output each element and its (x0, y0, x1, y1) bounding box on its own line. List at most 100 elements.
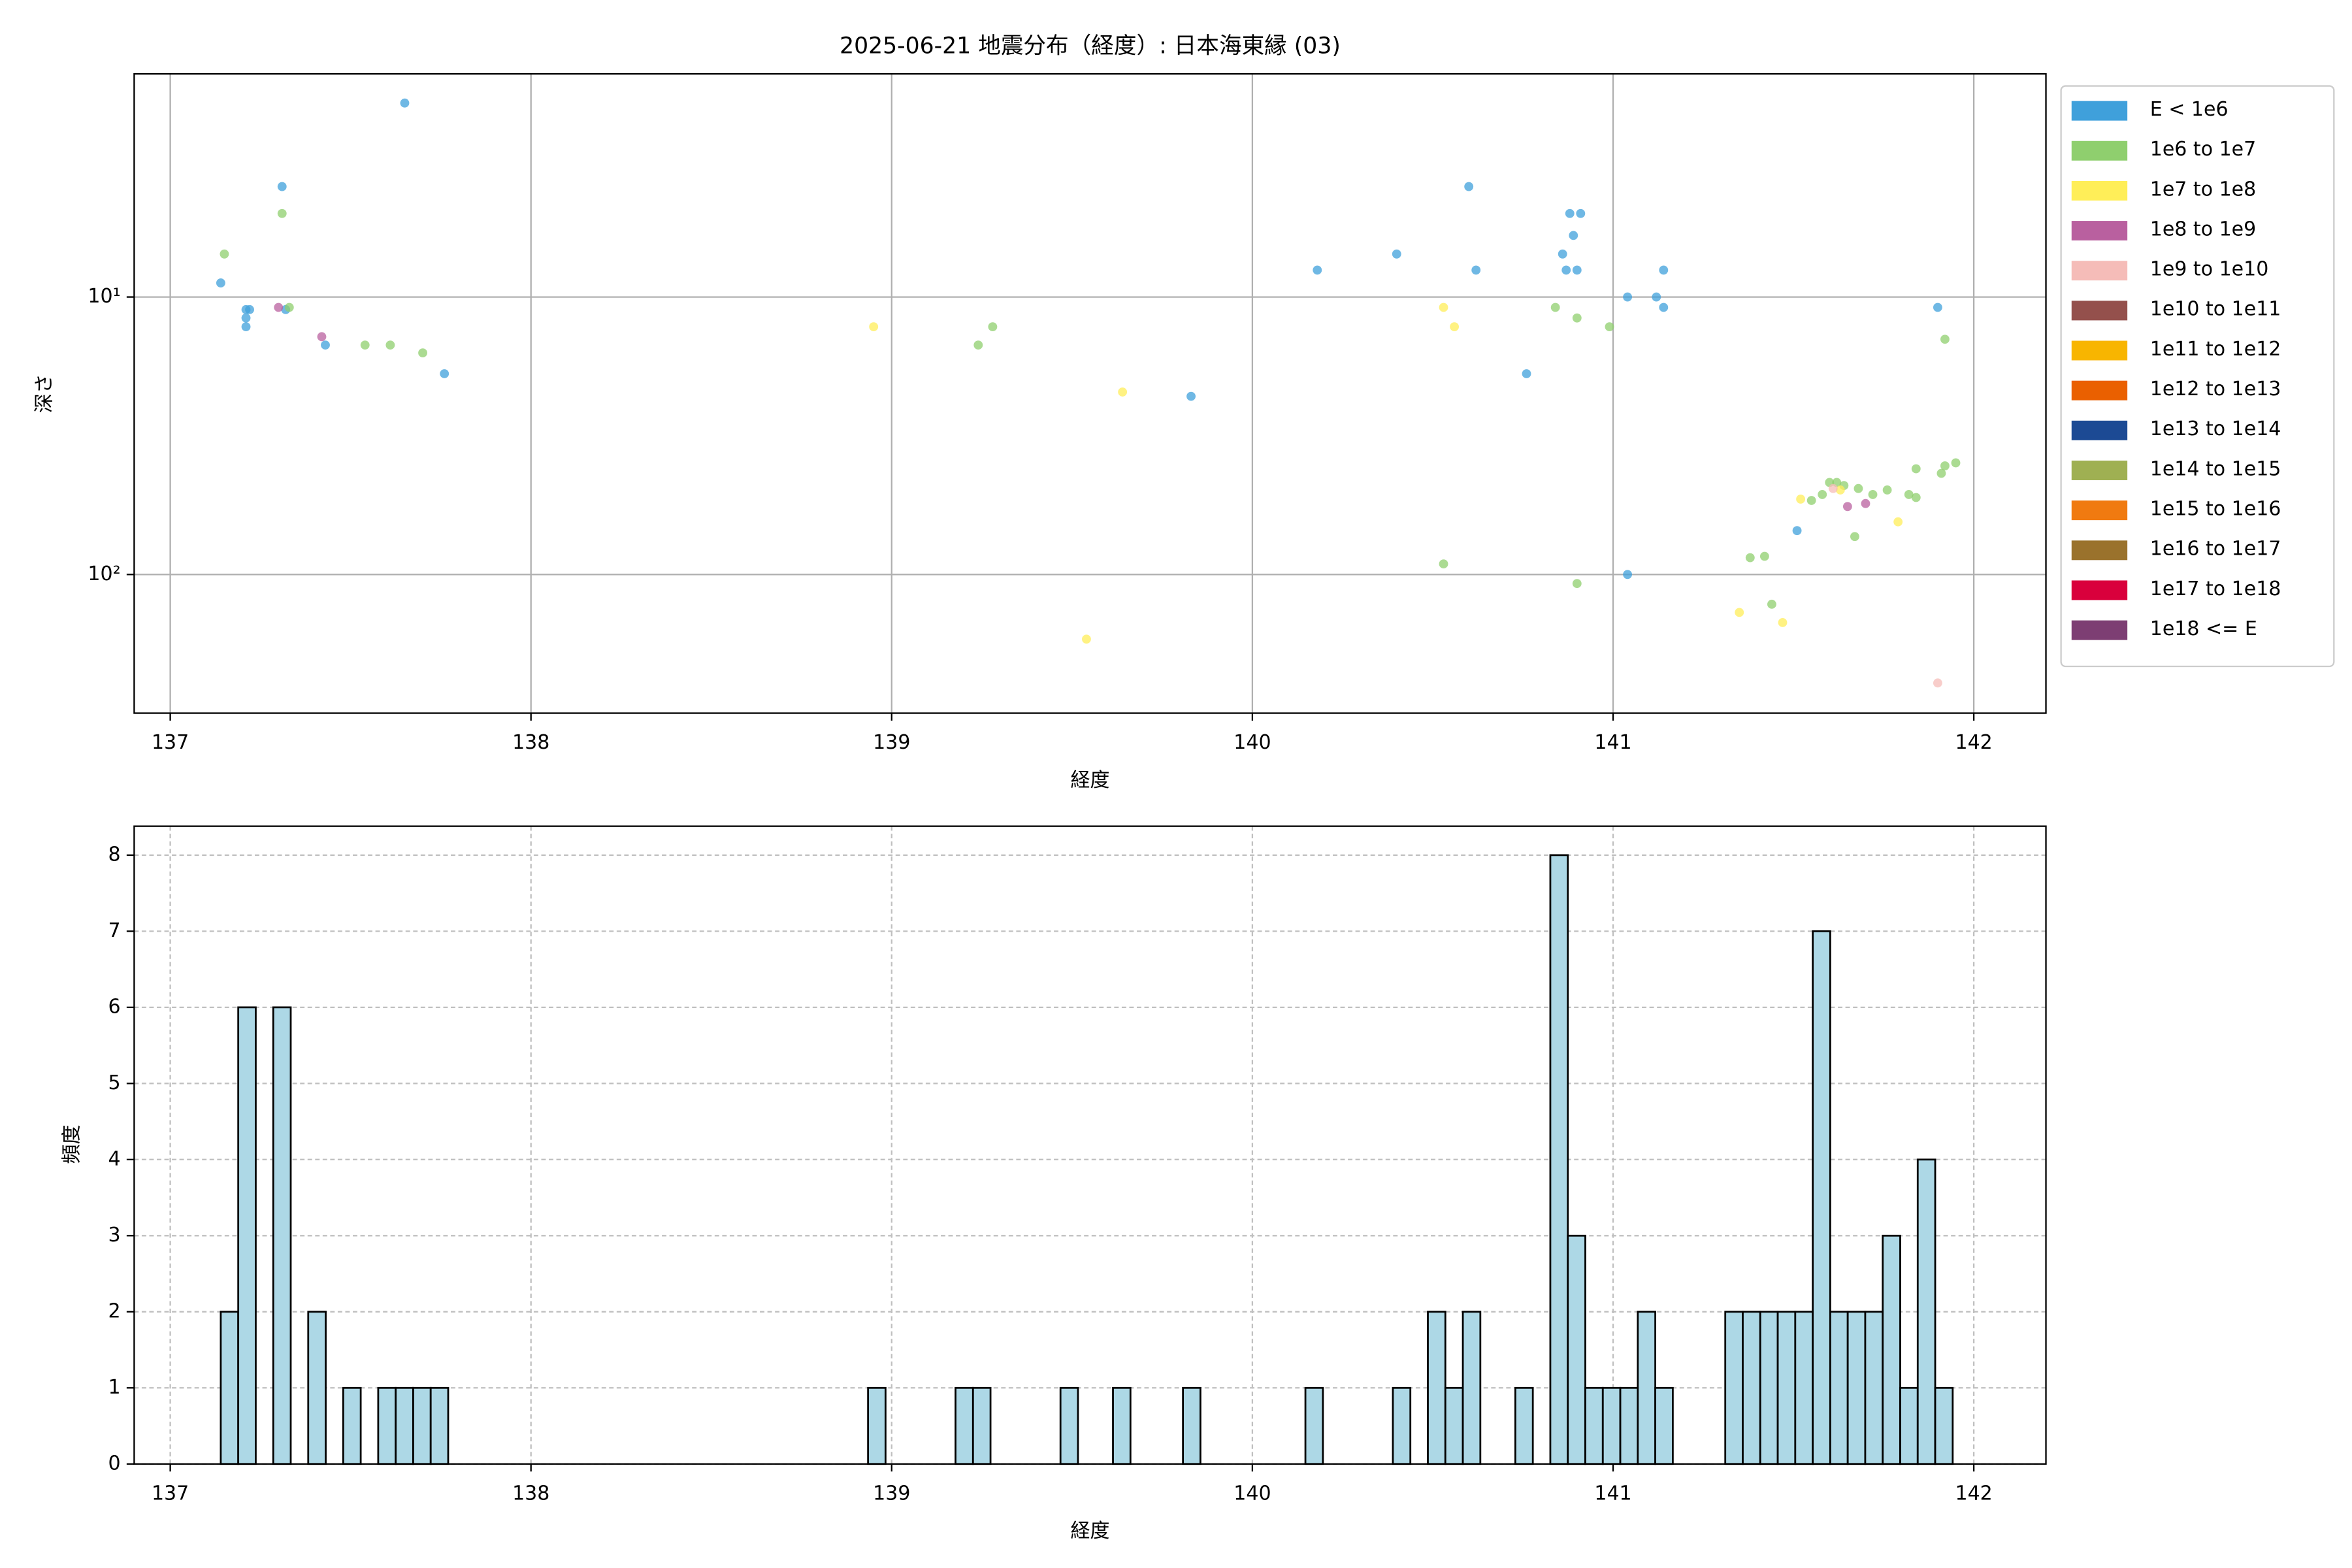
bar (1846, 1311, 1867, 1465)
legend-label: 1e6 to 1e7 (2150, 138, 2256, 161)
bar (1427, 1311, 1446, 1465)
x-tick-label: 142 (1955, 1482, 1992, 1505)
point (1904, 489, 1914, 499)
point (220, 249, 229, 259)
y-tick-label: 3 (108, 1224, 121, 1247)
point (1572, 579, 1582, 589)
bar (220, 1311, 240, 1465)
bar (1742, 1311, 1761, 1465)
point (1951, 458, 1961, 468)
legend-swatch (2071, 261, 2128, 281)
point (1778, 617, 1788, 627)
point (1576, 208, 1586, 218)
x-axis-label: 経度 (1070, 769, 1109, 792)
legend-label: 1e9 to 1e10 (2150, 258, 2269, 281)
x-tick-label: 137 (152, 1482, 189, 1505)
point (400, 98, 410, 108)
bar (412, 1386, 432, 1465)
y-axis-label: 頻度 (60, 1125, 83, 1164)
point (1911, 493, 1921, 502)
point (1659, 265, 1669, 275)
x-tick-label: 138 (512, 731, 549, 754)
bar (972, 1386, 992, 1465)
y-tick-label: 5 (108, 1071, 121, 1094)
bar (1882, 1234, 1901, 1465)
y-tick-label: 10¹ (88, 285, 120, 308)
point (973, 340, 983, 350)
legend-swatch (2071, 301, 2128, 321)
bar (1916, 1158, 1936, 1465)
point (1818, 489, 1827, 499)
point (1759, 551, 1769, 561)
point (1623, 292, 1633, 302)
legend-label: 1e12 to 1e13 (2150, 378, 2281, 400)
bar (1584, 1386, 1604, 1465)
plot-frame (133, 73, 2047, 714)
point (1082, 634, 1091, 644)
bar (1059, 1386, 1079, 1465)
point (1850, 532, 1859, 542)
bar (1514, 1386, 1534, 1465)
bar (1444, 1386, 1464, 1465)
point (1854, 483, 1863, 493)
point (277, 182, 287, 191)
x-tick-label: 139 (873, 731, 910, 754)
legend-label: 1e10 to 1e11 (2150, 298, 2281, 321)
point (1745, 553, 1755, 563)
point (1450, 322, 1460, 332)
legend-label: 1e18 <= E (2150, 617, 2257, 640)
point (241, 313, 251, 323)
point (245, 304, 254, 314)
y-tick-label: 7 (108, 919, 121, 942)
point (1652, 292, 1661, 302)
point (869, 322, 879, 332)
point (1882, 485, 1892, 495)
bar (1829, 1311, 1849, 1465)
point (1572, 265, 1582, 275)
point (1392, 249, 1401, 259)
point (1792, 526, 1802, 536)
y-tick-label: 8 (108, 843, 121, 866)
plot-frame (133, 825, 2047, 1465)
point (1861, 498, 1870, 508)
x-tick-label: 142 (1955, 731, 1992, 754)
point (277, 208, 287, 218)
y-axis-label: 深さ (33, 374, 56, 413)
legend-swatch (2071, 580, 2128, 600)
point (1118, 387, 1128, 397)
point (1659, 302, 1669, 312)
legend-label: 1e8 to 1e9 (2150, 218, 2256, 240)
point (418, 348, 427, 358)
point (1835, 485, 1845, 495)
point (1572, 313, 1582, 323)
bar (1549, 854, 1569, 1465)
bar (272, 1006, 292, 1465)
x-tick-label: 141 (1594, 1482, 1631, 1505)
point (360, 340, 370, 350)
legend-swatch (2071, 380, 2128, 400)
bar (1724, 1311, 1744, 1465)
point (1893, 517, 1903, 527)
bar (955, 1386, 974, 1465)
legend-label: 1e7 to 1e8 (2150, 178, 2256, 201)
point (1605, 322, 1614, 332)
x-tick-label: 141 (1594, 731, 1631, 754)
point (1569, 231, 1578, 240)
point (1439, 559, 1448, 569)
point (1464, 182, 1474, 191)
x-tick-label: 140 (1233, 731, 1271, 754)
y-tick-label: 0 (108, 1452, 121, 1475)
bar (1759, 1311, 1779, 1465)
point (1940, 461, 1950, 470)
y-tick-label: 4 (108, 1147, 121, 1170)
bar (1812, 930, 1831, 1465)
legend-label: 1e17 to 1e18 (2150, 578, 2281, 600)
bar (395, 1386, 414, 1465)
point (385, 340, 395, 350)
bar (1899, 1386, 1919, 1465)
legend-swatch (2071, 180, 2128, 201)
legend-swatch (2071, 500, 2128, 521)
point (1558, 249, 1567, 259)
bar (1462, 1311, 1482, 1465)
